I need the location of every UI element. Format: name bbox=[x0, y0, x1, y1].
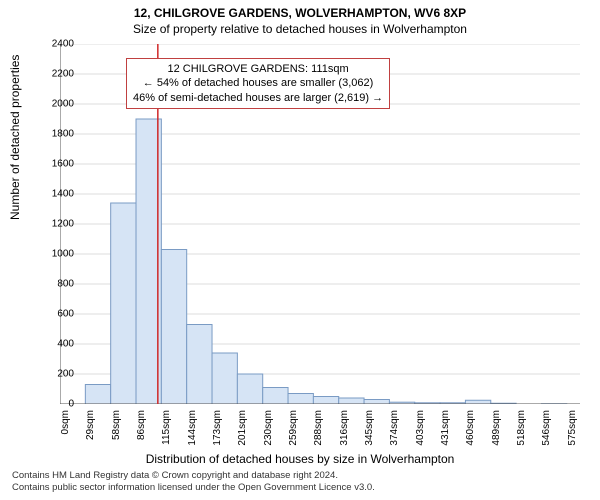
y-tick-label: 800 bbox=[34, 279, 74, 290]
y-tick-label: 1800 bbox=[34, 129, 74, 140]
chart-title-main: 12, CHILGROVE GARDENS, WOLVERHAMPTON, WV… bbox=[0, 0, 600, 20]
annotation-line-1: 12 CHILGROVE GARDENS: 111sqm bbox=[133, 62, 383, 76]
y-tick-label: 2400 bbox=[34, 39, 74, 50]
annotation-line-3: 46% of semi-detached houses are larger (… bbox=[133, 91, 383, 105]
x-axis-label: Distribution of detached houses by size … bbox=[0, 452, 600, 466]
annotation-line-2: ← 54% of detached houses are smaller (3,… bbox=[133, 76, 383, 90]
y-tick-label: 1600 bbox=[34, 159, 74, 170]
attribution-line-1: Contains HM Land Registry data © Crown c… bbox=[12, 470, 375, 482]
y-tick-label: 200 bbox=[34, 369, 74, 380]
y-axis-label: Number of detached properties bbox=[8, 55, 22, 220]
y-tick-label: 2000 bbox=[34, 99, 74, 110]
y-tick-label: 2200 bbox=[34, 69, 74, 80]
attribution-line-2: Contains public sector information licen… bbox=[12, 482, 375, 494]
attribution-text: Contains HM Land Registry data © Crown c… bbox=[12, 470, 375, 494]
y-tick-label: 1200 bbox=[34, 219, 74, 230]
y-tick-label: 1000 bbox=[34, 249, 74, 260]
annotation-box: 12 CHILGROVE GARDENS: 111sqm ← 54% of de… bbox=[126, 58, 390, 109]
chart-title-sub: Size of property relative to detached ho… bbox=[0, 20, 600, 40]
y-tick-label: 600 bbox=[34, 309, 74, 320]
y-tick-label: 1400 bbox=[34, 189, 74, 200]
y-tick-label: 400 bbox=[34, 339, 74, 350]
y-tick-label: 0 bbox=[34, 399, 74, 410]
chart-plot-area: 12 CHILGROVE GARDENS: 111sqm ← 54% of de… bbox=[60, 44, 580, 404]
